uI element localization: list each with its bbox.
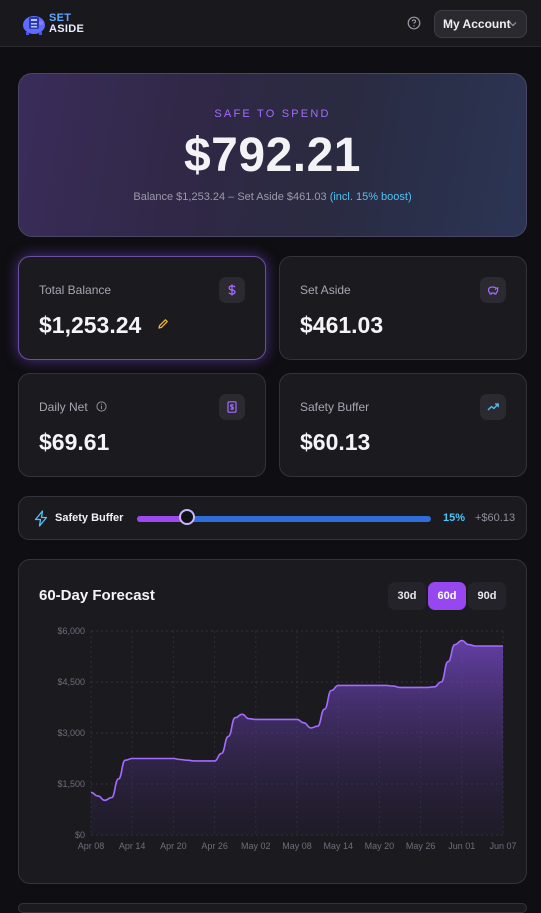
x-tick-label: May 14 [323, 841, 353, 851]
trending-up-icon [480, 394, 506, 420]
daily-net-label-row: Daily Net [39, 400, 107, 414]
forecast-line [90, 639, 503, 802]
daily-net-amount: $69.61 [39, 429, 110, 455]
safe-to-spend-panel: SAFE TO SPEND $792.21 Balance $1,253.24 … [18, 73, 527, 237]
safety-buffer-label: Safety Buffer [300, 400, 370, 414]
range-30d-button[interactable]: 30d [388, 582, 426, 610]
safe-to-spend-amount: $792.21 [183, 129, 361, 182]
x-tick-label: May 08 [282, 841, 312, 851]
top-bar: SET ASIDE My Account [0, 0, 541, 47]
forecast-panel: 60-Day Forecast 30d 60d 90d $0 $1,500 $3,0… [18, 559, 527, 884]
total-balance-card[interactable]: Total Balance $1,253.24 [18, 256, 266, 360]
y-tick-label: $3,000 [57, 728, 85, 738]
x-tick-label: Apr 26 [201, 841, 228, 851]
safety-buffer-slider-amount: +$60.13 [475, 512, 516, 524]
safety-buffer-percent: 15% [443, 512, 466, 524]
safety-buffer-slider-fill [137, 516, 187, 522]
logo-line-2: ASIDE [49, 23, 85, 35]
boost-note: (incl. 15% boost) [329, 191, 412, 203]
y-tick-label: $6,000 [57, 626, 85, 636]
set-aside-card[interactable]: Set Aside $461.03 [279, 256, 527, 360]
x-tick-label: Apr 08 [78, 841, 105, 851]
safety-buffer-card[interactable]: Safety Buffer $60.13 [279, 373, 527, 477]
chevron-down-icon [509, 22, 517, 27]
piggy-bank-logo-icon [23, 16, 45, 35]
safety-buffer-slider-panel: Safety Buffer 15% +$60.13 [18, 496, 527, 540]
logo[interactable]: SET ASIDE [21, 11, 84, 37]
x-tick-label: Apr 14 [119, 841, 146, 851]
safety-buffer-amount: $60.13 [300, 429, 371, 455]
forecast-title: 60-Day Forecast [39, 587, 155, 604]
set-aside-amount: $461.03 [300, 312, 384, 338]
forecast-chart: $0 $1,500 $3,000 $4,500 $6,000 Apr 08 Apr 14 Ap… [57, 626, 516, 851]
safety-buffer-slider-track[interactable] [137, 516, 431, 522]
daily-net-label: Daily Net [39, 400, 88, 414]
banknote-icon [219, 394, 245, 420]
y-tick-label: $1,500 [57, 779, 85, 789]
daily-net-card[interactable]: Daily Net $69.61 [18, 373, 266, 477]
range-90d-button[interactable]: 90d [468, 582, 506, 610]
edit-pencil-icon[interactable] [156, 317, 170, 331]
info-icon[interactable] [96, 401, 107, 412]
account-label: My Account [443, 17, 511, 31]
lightning-icon [34, 510, 48, 527]
range-60d-button[interactable]: 60d [428, 582, 466, 610]
breakdown-text: Balance $1,253.24 – Set Aside $461.03 [133, 191, 327, 203]
account-menu-button[interactable]: My Account [434, 10, 527, 38]
y-tick-label: $0 [75, 830, 85, 840]
forecast-area [91, 640, 503, 835]
total-balance-amount: $1,253.24 [39, 312, 142, 338]
x-tick-label: May 26 [406, 841, 436, 851]
x-tick-label: Jun 07 [489, 841, 516, 851]
set-aside-label: Set Aside [300, 283, 351, 297]
safe-to-spend-label: SAFE TO SPEND [214, 108, 331, 120]
x-tick-label: May 20 [365, 841, 395, 851]
x-tick-label: Apr 20 [160, 841, 187, 851]
piggy-bank-icon [480, 277, 506, 303]
safety-buffer-slider-thumb[interactable] [178, 509, 195, 525]
x-tick-label: Jun 01 [448, 841, 475, 851]
logo-line-1: SET [49, 12, 72, 24]
total-balance-label: Total Balance [39, 283, 112, 297]
question-circle-icon[interactable] [407, 16, 421, 30]
safe-to-spend-breakdown: Balance $1,253.24 – Set Aside $461.03 (i… [19, 191, 526, 203]
y-tick-label: $4,500 [57, 677, 85, 687]
x-tick-label: May 02 [241, 841, 271, 851]
safety-buffer-slider-label: Safety Buffer [55, 512, 124, 524]
logo-text: SET ASIDE [49, 13, 84, 35]
dollar-icon [219, 277, 245, 303]
